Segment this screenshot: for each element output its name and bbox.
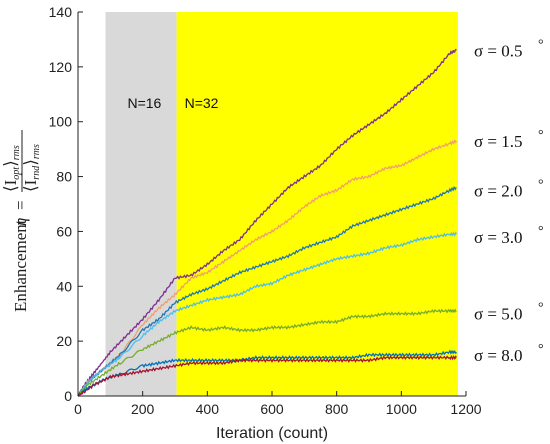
sigma-degree-6: ° <box>538 342 544 357</box>
sigma-degree-5: ° <box>538 301 544 316</box>
x-tick-label-1: 200 <box>131 401 155 417</box>
series-line-6 <box>78 349 457 397</box>
sigma-degree-4: ° <box>538 224 544 239</box>
y-tick-label-5: 100 <box>49 114 73 130</box>
series-line-1 <box>77 48 457 397</box>
sigma-label-1: σ = 0.5 <box>474 41 523 60</box>
y-tick-label-4: 80 <box>56 169 72 185</box>
y-axis-title-eta: η <box>11 218 30 226</box>
series-line-5 <box>77 308 457 397</box>
y-tick-label-0: 0 <box>64 388 72 404</box>
x-axis-title: Iteration (count) <box>216 425 328 442</box>
region-label-n16: N=16 <box>127 95 161 111</box>
x-tick-label-6: 1200 <box>450 401 481 417</box>
regions-layer <box>105 12 458 396</box>
sigma-label-3: σ = 2.0 <box>474 181 523 200</box>
series-line-7 <box>77 354 457 397</box>
series-line-3 <box>77 185 457 397</box>
y-axis-title-eq: = <box>11 200 30 210</box>
x-tick-label-2: 400 <box>196 401 220 417</box>
y-axis-title-prefix: Enhancement <box>11 219 30 312</box>
y-tick-label-2: 40 <box>56 278 72 294</box>
sigma-degree-2: ° <box>538 128 544 143</box>
y-axis-title-denominator: ⟨Irnd⟩rms <box>21 144 42 192</box>
series-line-2 <box>77 139 457 398</box>
sigma-degree-3: ° <box>538 177 544 192</box>
labels-layer: N=16 N=32 σ = 0.5 ° σ = 1.5 ° σ = 2.0 ° σ = 3.0 °… <box>127 37 543 364</box>
region-2 <box>176 12 458 396</box>
sigma-label-5: σ = 5.0 <box>474 305 523 324</box>
x-tick-label-4: 800 <box>325 401 349 417</box>
x-tick-label-0: 0 <box>74 401 82 417</box>
sigma-label-2: σ = 1.5 <box>474 132 523 151</box>
region-label-n32: N=32 <box>185 95 219 111</box>
y-axis-title-numerator: ⟨Iopt⟩rms <box>1 145 22 192</box>
sigma-label-4: σ = 3.0 <box>474 228 523 247</box>
sigma-degree-1: ° <box>538 37 544 52</box>
series-layer <box>77 48 457 398</box>
y-tick-label-3: 60 <box>56 223 72 239</box>
series-line-4 <box>77 231 457 397</box>
sigma-label-6: σ = 8.0 <box>474 346 523 365</box>
axes-layer: 0 200 400 600 800 1000 1200 0 20 40 60 80 100 120 140 I… <box>1 4 482 442</box>
x-tick-label-5: 1000 <box>386 401 417 417</box>
y-tick-label-7: 140 <box>49 4 73 20</box>
y-tick-label-6: 120 <box>49 59 73 75</box>
x-tick-label-3: 600 <box>260 401 284 417</box>
y-tick-label-1: 20 <box>56 333 72 349</box>
